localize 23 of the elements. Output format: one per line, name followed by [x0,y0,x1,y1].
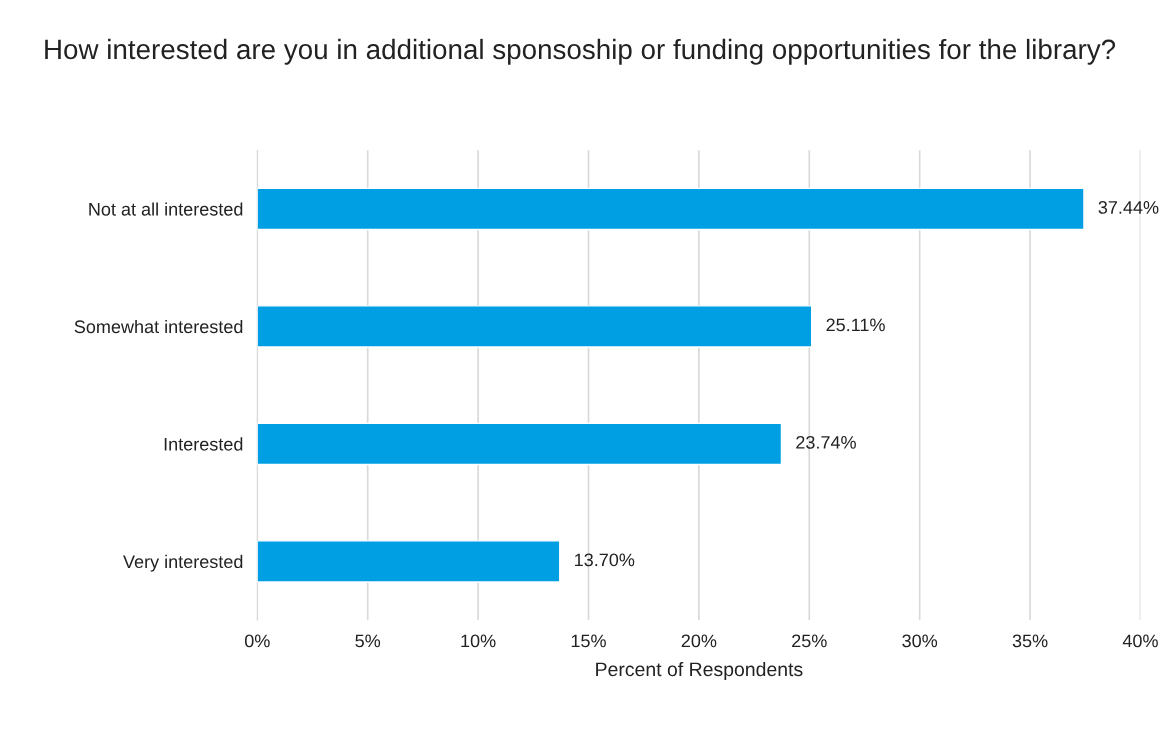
x-tick-label: 5% [355,634,381,648]
x-tick-label: 30% [902,634,938,648]
x-tick-label: 25% [792,634,827,648]
data-label: 37.44% [1098,201,1159,214]
y-tick-label: Very interested [123,554,243,572]
x-tick-label: 35% [1012,634,1048,648]
x-tick-label: 20% [681,634,717,648]
x-tick-label: 0% [244,634,270,648]
data-label: 25.11% [826,318,885,332]
x-tick-label: 40% [1122,634,1158,648]
y-tick-label: Somewhat interested [74,319,243,334]
bar [257,422,783,466]
data-label: 23.74% [796,435,856,449]
y-tick-label: Not at all interested [89,202,243,216]
bar [257,305,813,348]
y-tick-label: Interested [164,437,243,451]
data-label: 13.70% [575,553,635,567]
x-tick-label: 10% [461,634,496,648]
bar [257,540,561,583]
bar [257,187,1085,231]
x-axis-title: Percent of Respondents [596,661,803,681]
x-tick-label: 15% [571,634,606,648]
chart-title: How interested are you in additional sponsoship or funding opportunities for the library? [45,38,1116,65]
